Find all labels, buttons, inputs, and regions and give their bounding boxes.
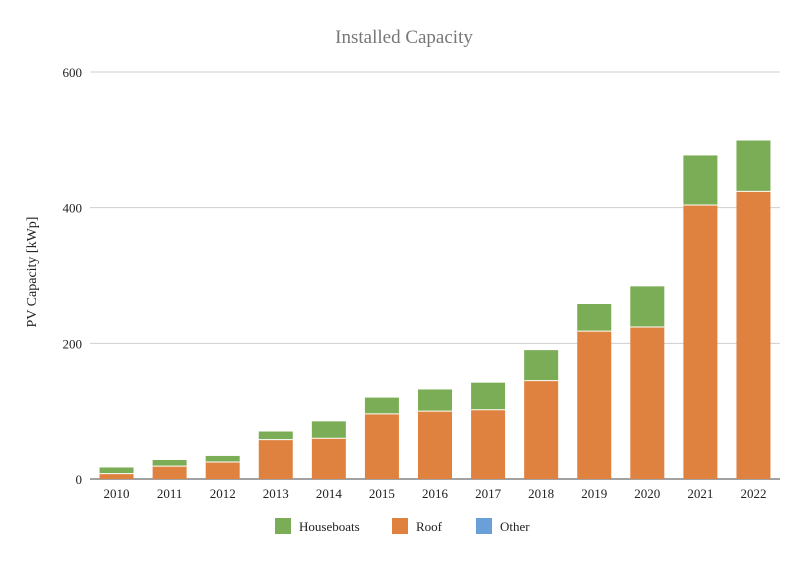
bar-houseboats-2015 [364, 397, 399, 414]
legend-swatch-other [476, 518, 492, 534]
bar-houseboats-2017 [471, 382, 506, 410]
x-tick-label: 2012 [210, 486, 236, 501]
y-tick-label: 400 [63, 201, 83, 216]
x-axis-labels: 2010 2011 2012 2013 2014 2015 2016 2017 2018 2019… [104, 486, 767, 501]
bar-houseboats-2019 [577, 303, 612, 332]
bar-roof-2016 [418, 411, 452, 479]
x-tick-label: 2016 [422, 486, 449, 501]
y-tick-label: 0 [76, 472, 83, 487]
bar-houseboats-2021 [683, 155, 718, 205]
x-tick-label: 2015 [369, 486, 395, 501]
x-tick-label: 2017 [475, 486, 502, 501]
bar-roof-2014 [311, 438, 346, 479]
bar-roof-2019 [577, 331, 612, 479]
x-tick-label: 2021 [687, 486, 713, 501]
bar-roof-2012 [205, 462, 240, 479]
bars [99, 140, 771, 480]
y-axis-labels: 0 200 400 600 [63, 65, 83, 487]
bar-houseboats-2011 [152, 460, 187, 467]
bar-roof-2022 [736, 191, 771, 480]
x-tick-label: 2019 [581, 486, 607, 501]
bar-houseboats-2014 [311, 421, 346, 439]
x-tick-label: 2011 [157, 486, 183, 501]
y-tick-label: 200 [63, 336, 83, 351]
bar-roof-2015 [364, 413, 399, 479]
x-tick-label: 2018 [528, 486, 554, 501]
bar-houseboats-2020 [630, 286, 665, 328]
bar-roof-2010 [99, 473, 134, 479]
y-axis-title: PV Capacity [kWp] [25, 217, 40, 328]
legend-swatch-houseboats [275, 518, 291, 534]
bar-houseboats-2016 [418, 389, 452, 412]
bar-houseboats-2012 [205, 455, 240, 463]
bar-houseboats-2018 [524, 350, 559, 381]
x-tick-label: 2014 [316, 486, 343, 501]
bar-houseboats-2010 [99, 467, 134, 474]
bar-roof-2018 [524, 380, 559, 479]
bar-roof-2020 [630, 327, 665, 479]
x-tick-label: 2013 [263, 486, 289, 501]
x-tick-label: 2010 [104, 486, 130, 501]
x-tick-label: 2022 [740, 486, 766, 501]
legend-label-other: Other [500, 519, 530, 534]
x-tick-label: 2020 [634, 486, 660, 501]
legend-label-roof: Roof [416, 519, 443, 534]
legend-label-houseboats: Houseboats [299, 519, 360, 534]
bar-roof-2011 [152, 466, 187, 479]
bar-roof-2021 [683, 204, 718, 479]
bar-houseboats-2022 [736, 140, 771, 192]
bar-houseboats-2013 [258, 431, 293, 440]
bar-roof-2013 [258, 439, 293, 479]
legend-swatch-roof [392, 518, 408, 534]
chart-title: Installed Capacity [335, 27, 473, 48]
bar-roof-2017 [471, 409, 506, 479]
legend: Houseboats Roof Other [275, 518, 530, 534]
y-tick-label: 600 [63, 65, 83, 80]
